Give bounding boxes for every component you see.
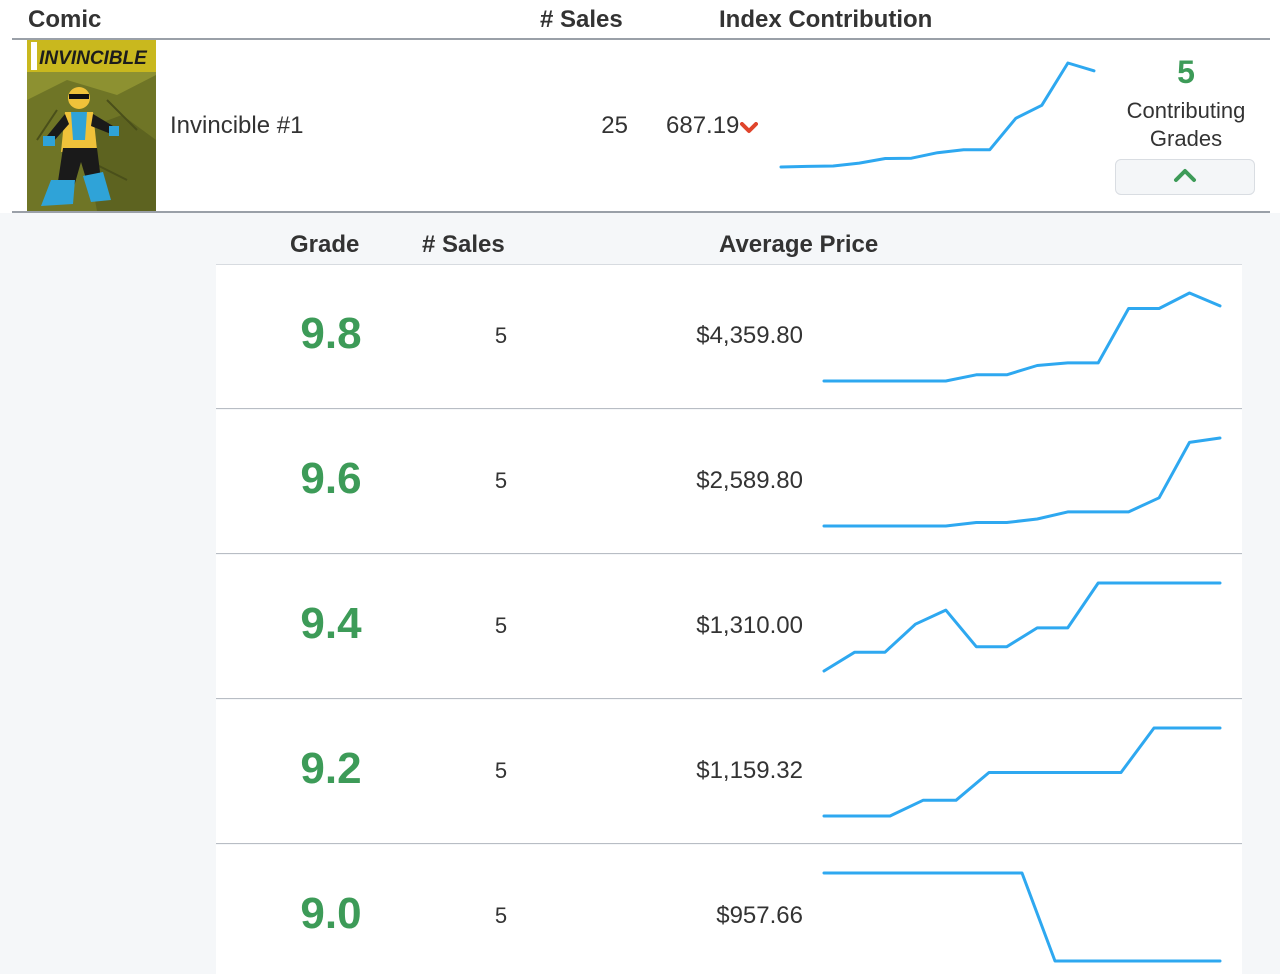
- column-header-comic: Comic: [28, 6, 102, 33]
- grades-table: Grade # Sales Average Price 9.8 5 $4,359…: [216, 213, 1242, 974]
- contributing-grades-count: 5: [1177, 54, 1195, 90]
- row-separator: [216, 552, 1242, 554]
- grade-price-sparkline: [822, 871, 1222, 963]
- chevron-up-icon: [1172, 167, 1198, 188]
- grade-price-sparkline: [822, 291, 1222, 383]
- grades-header-sales: # Sales: [422, 231, 505, 258]
- contributing-grades-label-line2: Grades: [1149, 126, 1223, 151]
- sparkline-path: [822, 436, 1222, 528]
- grade-value: 9.6: [300, 454, 362, 503]
- index-contribution: 687.19: [666, 112, 759, 141]
- grade-sales-count: 5: [494, 468, 508, 493]
- grade-sales-count: 5: [494, 903, 508, 928]
- grade-value: 9.0: [300, 889, 362, 938]
- cover-title: INVINCIBLE: [39, 48, 148, 69]
- grade-average-price: $957.66: [716, 902, 803, 929]
- comic-sales-count: 25: [601, 112, 628, 139]
- row-separator: [216, 842, 1242, 844]
- grades-header-grade: Grade: [290, 231, 360, 258]
- grade-value: 9.8: [300, 309, 362, 358]
- column-header-sales: # Sales: [540, 6, 623, 33]
- contributing-grades-label: Contributing Grades: [1108, 97, 1264, 153]
- column-header-index-contribution: Index Contribution: [719, 6, 933, 33]
- grade-value: 9.2: [300, 744, 362, 793]
- grade-price-sparkline: [822, 436, 1222, 528]
- grade-price-sparkline: [822, 726, 1222, 818]
- grade-average-price: $1,159.32: [696, 757, 803, 784]
- header-divider: [12, 38, 1270, 40]
- grade-sales-count: 5: [494, 758, 508, 783]
- grade-sales-count: 5: [494, 613, 508, 638]
- grade-row[interactable]: 9.2 5 $1,159.32: [216, 700, 1242, 844]
- row-separator: [216, 697, 1242, 699]
- trend-down-icon: [740, 113, 759, 141]
- sparkline-path: [822, 581, 1222, 673]
- grade-price-sparkline: [822, 581, 1222, 673]
- sparkline-path: [822, 291, 1222, 383]
- sparkline-path: [822, 726, 1222, 818]
- comic-index-sparkline: [779, 61, 1096, 169]
- row-separator: [216, 407, 1242, 409]
- grade-row[interactable]: 9.8 5 $4,359.80: [216, 265, 1242, 409]
- comic-cover-image[interactable]: INVINCIBLE: [27, 40, 156, 211]
- grade-sales-count: 5: [494, 323, 508, 348]
- grade-average-price: $4,359.80: [696, 322, 803, 349]
- grade-average-price: $2,589.80: [696, 467, 803, 494]
- grade-row[interactable]: 9.0 5 $957.66: [216, 845, 1242, 974]
- index-contribution-value: 687.19: [666, 112, 740, 139]
- sparkline-path: [779, 61, 1096, 169]
- row-divider: [12, 211, 1270, 213]
- comic-title[interactable]: Invincible #1: [170, 112, 304, 139]
- grades-header-average-price: Average Price: [719, 231, 879, 258]
- grade-row[interactable]: 9.4 5 $1,310.00: [216, 555, 1242, 699]
- grade-average-price: $1,310.00: [696, 612, 803, 639]
- grades-header-divider: [216, 264, 1242, 265]
- grade-row[interactable]: 9.6 5 $2,589.80: [216, 410, 1242, 554]
- collapse-grades-button[interactable]: [1115, 159, 1255, 195]
- sparkline-path: [822, 871, 1222, 963]
- contributing-grades-label-line1: Contributing: [1126, 98, 1246, 123]
- grade-value: 9.4: [300, 599, 362, 648]
